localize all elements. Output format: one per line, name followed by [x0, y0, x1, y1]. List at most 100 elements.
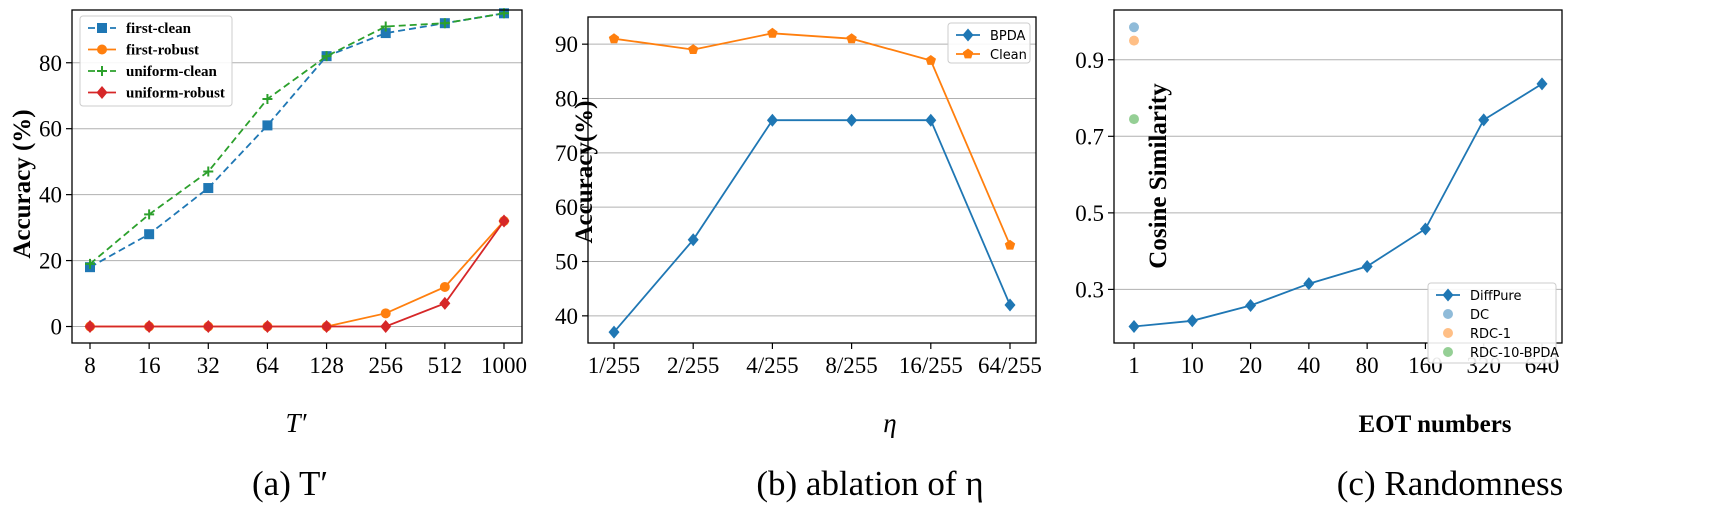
data-point — [925, 55, 936, 65]
legend-label: first-clean — [126, 21, 192, 37]
y-tick-label: 0 — [51, 315, 63, 340]
series-line-BPDA — [613, 119, 1011, 333]
legend-marker — [1443, 328, 1453, 338]
y-tick-label: 0.7 — [1075, 124, 1104, 149]
data-point — [498, 214, 510, 228]
series-uniform-clean — [85, 8, 509, 269]
panel-b-ablation-eta: 40 50 60 70 80 90 1/255 2/255 4/255 8/255 16/255 64… — [555, 16, 1042, 378]
legend-item-uniform-robust: uniform-robust — [88, 86, 225, 102]
x-tick-label: 512 — [428, 353, 463, 378]
legend-item-BPDA: BPDA — [956, 28, 1026, 44]
data-point — [262, 120, 273, 131]
legend-box — [1427, 282, 1557, 364]
data-point — [1004, 239, 1016, 250]
legend-marker — [97, 23, 107, 33]
series-uniform-robust — [84, 214, 510, 334]
legend-item-RDC-1: RDC-1 — [1443, 327, 1511, 342]
data-point — [1419, 222, 1431, 236]
data-point — [203, 166, 214, 177]
data-point — [1128, 320, 1140, 334]
legend-label: first-robust — [126, 43, 199, 59]
x-tick-label: 1 — [1128, 353, 1140, 378]
data-point — [608, 33, 620, 44]
data-point — [380, 320, 392, 334]
legend-marker — [1442, 288, 1454, 302]
legend-label: uniform-robust — [126, 86, 225, 102]
data-point — [1129, 22, 1139, 33]
data-point — [846, 113, 858, 127]
data-point — [321, 51, 332, 62]
x-tick-label: 4/255 — [746, 353, 798, 378]
caption-b: (b) ablation of η — [756, 464, 983, 503]
data-point — [439, 18, 450, 29]
data-point — [261, 320, 273, 334]
data-point — [439, 296, 451, 310]
x-tick-label: 8/255 — [825, 353, 877, 378]
x-tick-label: 64/255 — [978, 353, 1042, 378]
legend-label: RDC-1 — [1470, 327, 1511, 342]
legend-marker — [962, 28, 974, 42]
ylabel-c: Cosine Similarity — [1145, 83, 1172, 269]
series-DC — [1129, 22, 1139, 33]
series-DiffPure — [1128, 77, 1548, 334]
series-Clean — [608, 27, 1016, 250]
data-point — [1478, 113, 1490, 127]
series-line-first-clean — [89, 12, 505, 268]
plot-frame — [71, 9, 523, 344]
legend: DiffPure DC RDC-1 RDC-10-BPDA — [1427, 282, 1559, 364]
y-tick-label: 80 — [39, 51, 62, 76]
legend-label: RDC-10-BPDA — [1470, 346, 1559, 361]
y-tick-label: 60 — [39, 117, 62, 142]
legend-item-RDC-10-BPDA: RDC-10-BPDA — [1443, 346, 1559, 361]
legend-marker — [97, 44, 107, 55]
caption-a: (a) T′ — [252, 464, 328, 503]
data-point — [85, 258, 95, 269]
x-tick-label: 256 — [368, 353, 403, 378]
legend-label: uniform-clean — [126, 64, 217, 80]
data-point — [925, 113, 937, 127]
y-tick-label: 40 — [39, 183, 62, 208]
x-tick-label: 128 — [309, 353, 344, 378]
y-tick-label: 80 — [555, 87, 578, 112]
xlabel-a: T′ — [286, 408, 308, 438]
y-tick-label: 70 — [555, 141, 578, 166]
x-tick-label: 2/255 — [667, 353, 719, 378]
ylabel-a: Accuracy (%) — [9, 109, 36, 258]
data-point — [1129, 35, 1139, 46]
data-point — [687, 233, 699, 247]
series-RDC-1 — [1129, 35, 1139, 46]
data-point — [767, 27, 778, 38]
data-point — [262, 94, 273, 105]
data-point — [1245, 298, 1257, 312]
series-BPDA — [608, 113, 1016, 339]
data-point — [202, 320, 214, 334]
data-point — [1536, 77, 1548, 91]
y-tick-label: 40 — [555, 304, 578, 329]
data-point — [766, 113, 778, 127]
data-point — [1004, 298, 1016, 312]
legend-marker — [1443, 309, 1453, 319]
plot-frame — [587, 16, 1037, 344]
data-point — [380, 28, 391, 39]
series-line-uniform-clean — [89, 12, 505, 265]
y-tick-label: 50 — [555, 250, 578, 275]
y-tick-label: 60 — [555, 195, 578, 220]
data-point — [1129, 114, 1139, 125]
legend-item-Clean: Clean — [956, 48, 1027, 63]
y-tick-label: 0.5 — [1075, 201, 1104, 226]
legend-label: DiffPure — [1470, 289, 1522, 304]
xlabel-b: η — [883, 408, 896, 438]
data-point — [439, 281, 450, 292]
legend-marker — [96, 86, 108, 99]
legend-marker — [962, 48, 974, 59]
x-tick-label: 32 — [197, 353, 220, 378]
ylabel-b: Accuracy(%) — [571, 101, 598, 244]
x-tick-label: 16 — [138, 353, 161, 378]
x-tick-label: 64 — [256, 353, 280, 378]
legend-box — [79, 15, 233, 107]
y-tick-label: 0.9 — [1075, 48, 1104, 73]
x-tick-label: 10 — [1181, 353, 1204, 378]
legend-item-first-clean: first-clean — [88, 21, 192, 37]
data-point — [144, 209, 155, 220]
